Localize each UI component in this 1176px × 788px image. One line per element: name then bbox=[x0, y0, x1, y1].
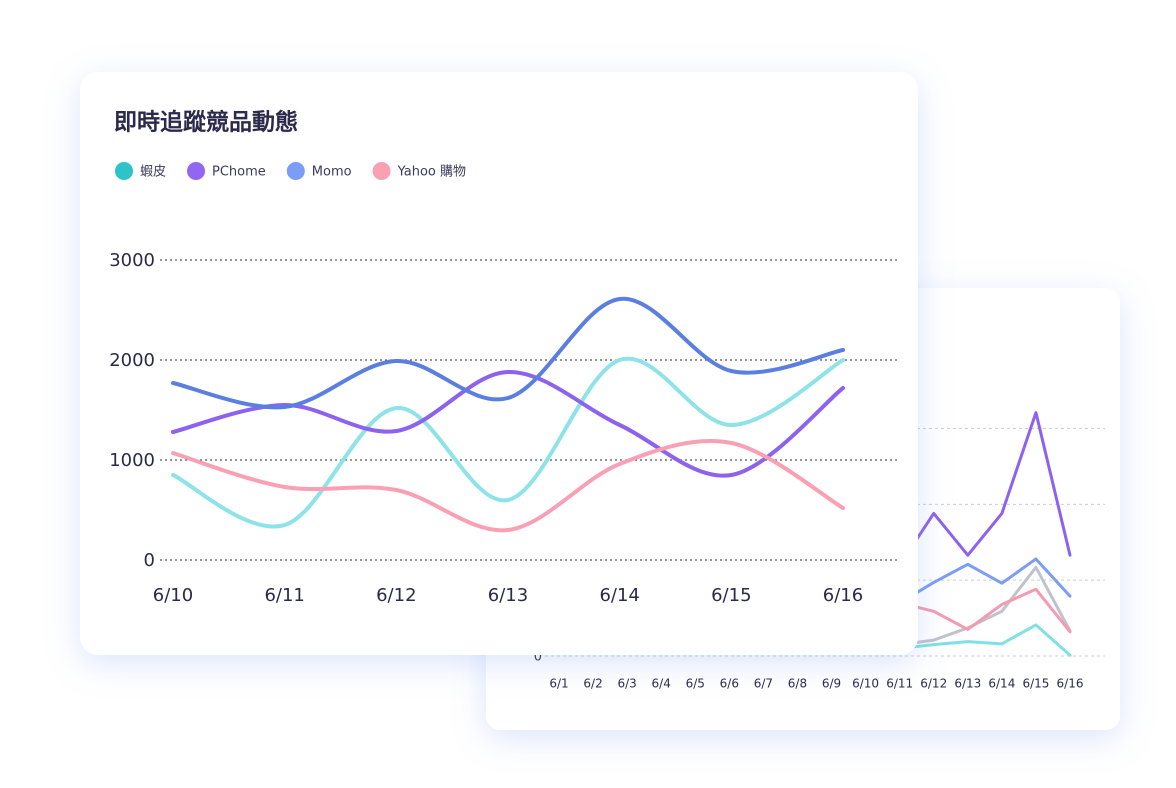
x-tick-label: 6/6 bbox=[720, 677, 739, 691]
legend-label: PChome bbox=[212, 165, 266, 180]
series-line bbox=[898, 623, 1072, 657]
legend-dot bbox=[187, 162, 206, 180]
series-line bbox=[898, 565, 1072, 647]
x-tick-label: 6/8 bbox=[788, 677, 807, 691]
series-line bbox=[898, 587, 1072, 634]
series-line bbox=[898, 557, 1072, 605]
x-tick-label: 6/3 bbox=[617, 677, 636, 691]
front-card-group: 即時追蹤競品動態 0 1000 2000 3000 6/10 6/11 6/12 6/13 6/… bbox=[80, 72, 918, 655]
legend-dot bbox=[372, 162, 391, 180]
legend-label: Yahoo 購物 bbox=[397, 165, 466, 180]
x-tick-label: 6/9 bbox=[822, 677, 841, 691]
chart-title: 即時追蹤競品動態 bbox=[114, 109, 298, 136]
legend-label: Momo bbox=[312, 165, 352, 180]
x-tick-label: 6/13 bbox=[954, 677, 981, 691]
x-tick-label: 6/15 bbox=[1022, 677, 1049, 691]
x-tick-label: 6/11 bbox=[264, 585, 304, 606]
legend-dot bbox=[115, 162, 133, 180]
series-line bbox=[898, 411, 1072, 567]
x-tick-label: 6/2 bbox=[583, 677, 602, 691]
x-tick-label: 6/12 bbox=[376, 585, 416, 606]
y-tick-label: 1000 bbox=[109, 450, 155, 471]
x-tick-label: 6/14 bbox=[599, 585, 639, 606]
series-line bbox=[171, 438, 845, 533]
x-tick-label: 6/13 bbox=[488, 585, 528, 606]
x-tick-label: 6/7 bbox=[754, 677, 773, 691]
legend-dot bbox=[286, 162, 305, 180]
y-tick-label: 2000 bbox=[109, 350, 155, 371]
x-tick-label: 6/4 bbox=[652, 677, 671, 691]
x-tick-label: 6/1 bbox=[549, 677, 568, 691]
front-card bbox=[80, 72, 918, 655]
series-line bbox=[171, 356, 845, 529]
x-tick-label: 6/10 bbox=[153, 585, 193, 606]
x-tick-label: 6/14 bbox=[988, 677, 1015, 691]
x-tick-label: 6/16 bbox=[1057, 677, 1084, 691]
legend-label: 蝦皮 bbox=[140, 165, 166, 180]
x-tick-label: 6/11 bbox=[886, 677, 913, 691]
series-line bbox=[171, 296, 845, 410]
x-tick-label: 6/16 bbox=[823, 585, 863, 606]
y-tick-label: 3000 bbox=[109, 250, 155, 271]
x-tick-label: 6/5 bbox=[686, 677, 705, 691]
x-tick-label: 6/12 bbox=[920, 677, 947, 691]
y-tick-label: 0 bbox=[144, 550, 155, 571]
x-tick-label: 6/10 bbox=[852, 677, 879, 691]
y-tick-label: 0 bbox=[534, 650, 542, 665]
x-tick-label: 6/15 bbox=[711, 585, 751, 606]
